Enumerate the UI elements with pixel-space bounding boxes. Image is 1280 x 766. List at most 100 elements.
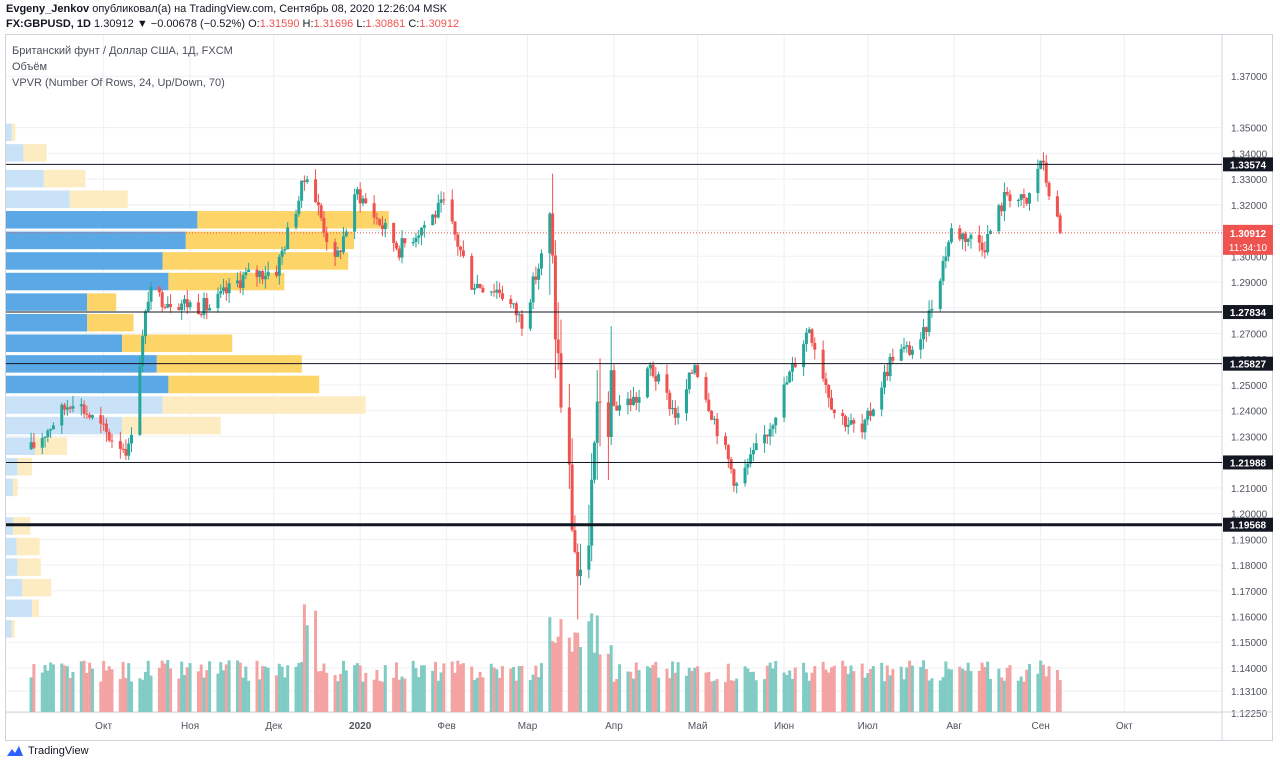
- volume-bar: [450, 661, 454, 712]
- volume-bar: [473, 679, 477, 712]
- vpvr-indicator-label[interactable]: VPVR (Number Of Rows, 24, Up/Down, 70): [12, 77, 225, 89]
- level-price-label: 1.19568: [1230, 521, 1267, 532]
- vp-down-bar: [122, 334, 233, 353]
- volume-bar: [392, 677, 396, 712]
- candle-body: [1002, 192, 1006, 212]
- volume-bar: [827, 672, 831, 712]
- volume-bar: [684, 675, 688, 712]
- candle-body: [804, 332, 808, 345]
- y-tick-label: 1.17000: [1231, 587, 1268, 598]
- vp-up-bar: [6, 478, 13, 497]
- low-label: L:: [356, 18, 366, 30]
- vp-up-bar: [6, 190, 70, 208]
- volume-bar: [205, 670, 209, 712]
- candle-body: [609, 370, 613, 438]
- volume-bar: [235, 660, 239, 712]
- candle-body: [358, 189, 362, 204]
- candle-body: [29, 442, 33, 450]
- volume-bar: [595, 615, 599, 712]
- volume-bar: [961, 668, 965, 712]
- candle-body: [657, 374, 661, 382]
- volume-bar: [1005, 667, 1009, 712]
- volume-bar: [559, 619, 563, 712]
- vp-down-bar: [17, 558, 41, 576]
- volume-indicator-label[interactable]: Объём: [12, 61, 48, 73]
- volume-bar: [548, 617, 552, 712]
- candle-body: [316, 202, 320, 206]
- candle-body: [592, 442, 596, 480]
- vp-down-bar: [32, 599, 40, 618]
- volume-bar: [322, 663, 326, 712]
- volume-bar: [732, 680, 736, 712]
- candle-body: [305, 179, 309, 182]
- support-resistance-levels: 1.33574 1.27834 1.25827 1.21988 1.19568: [6, 157, 1273, 532]
- candle-body: [958, 228, 962, 240]
- candle-body: [473, 288, 477, 290]
- candle-body: [648, 364, 652, 369]
- current-price-tag: [1223, 224, 1273, 255]
- volume-bar: [785, 674, 789, 712]
- volume-bar: [570, 651, 574, 712]
- vp-up-bar: [6, 313, 88, 332]
- vp-down-bar: [11, 620, 15, 638]
- author[interactable]: Evgeny_Jenkov: [6, 3, 90, 15]
- volume-bar: [531, 674, 535, 712]
- candle-body: [696, 365, 700, 377]
- candle-body: [534, 276, 538, 280]
- candle-body: [668, 392, 672, 410]
- volume-bar: [899, 666, 903, 712]
- volume-bar: [860, 663, 864, 712]
- low-value: 1.30861: [365, 18, 406, 30]
- vp-up-bar: [6, 416, 122, 435]
- brand-name[interactable]: TradingView: [28, 745, 89, 757]
- volume-bar: [567, 637, 571, 712]
- volume-bar: [110, 669, 114, 712]
- volume-bar: [146, 660, 150, 712]
- candle-body: [121, 448, 125, 450]
- volume-bar: [804, 672, 808, 712]
- volume-bar: [492, 667, 496, 712]
- volume-bar: [710, 681, 714, 712]
- volume-bar: [924, 669, 928, 712]
- volume-bar: [90, 668, 94, 712]
- candle-body: [1000, 205, 1004, 212]
- volume-bar: [275, 675, 279, 712]
- candle-body: [860, 423, 864, 433]
- candle-body: [60, 404, 64, 426]
- volume-bar: [514, 680, 518, 712]
- volume-bar: [612, 681, 616, 712]
- candle-body: [947, 242, 951, 257]
- candle-body: [615, 405, 619, 411]
- candle-body: [537, 268, 541, 280]
- volume-bar: [618, 664, 622, 712]
- volume-bar: [305, 625, 309, 712]
- volume-bar: [283, 677, 287, 712]
- volume-bar: [556, 636, 560, 712]
- volume-bar: [537, 677, 541, 712]
- volume-bar: [905, 667, 909, 712]
- candle-body: [422, 225, 426, 228]
- tradingview-logo-icon: [7, 746, 23, 756]
- volume-bar: [891, 669, 895, 712]
- candle-body: [520, 314, 524, 329]
- open-value: 1.31590: [259, 18, 300, 30]
- candle-body: [866, 410, 870, 420]
- candle-body: [498, 289, 502, 294]
- volume-bar: [88, 662, 92, 712]
- x-tick-label: Дек: [265, 721, 282, 732]
- volume-bar: [372, 679, 376, 712]
- candle-body: [241, 275, 245, 289]
- volume-bar: [261, 666, 265, 712]
- candle-body: [500, 293, 504, 299]
- open-label: O:: [248, 18, 260, 30]
- x-tick-label: Фев: [437, 721, 455, 732]
- chart-legend: Британский фунт / Доллар США, 1Д, FXCM О…: [12, 43, 233, 91]
- candle-body: [980, 242, 984, 251]
- candle-body: [104, 423, 108, 432]
- candle-body: [790, 363, 794, 372]
- candle-body: [941, 260, 945, 281]
- instrument-title[interactable]: Британский фунт / Доллар США, 1Д, FXCM: [12, 45, 233, 57]
- candle-body: [654, 375, 658, 382]
- volume-bar: [244, 666, 248, 712]
